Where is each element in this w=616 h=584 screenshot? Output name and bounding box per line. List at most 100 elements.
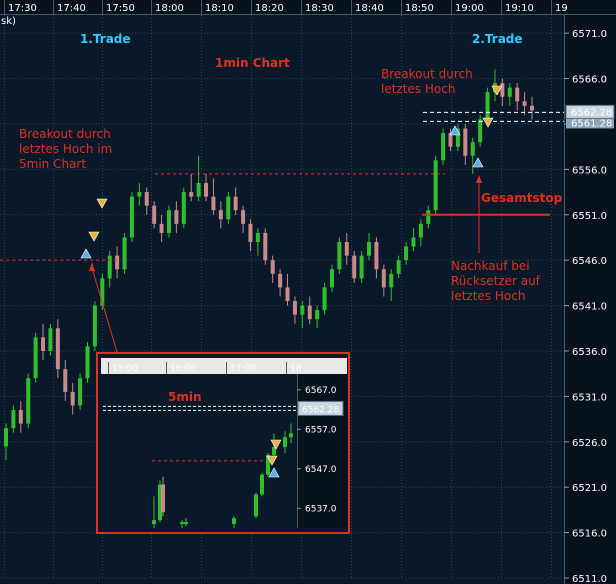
candle-body xyxy=(152,520,156,525)
candle-body xyxy=(174,210,179,224)
candle xyxy=(381,264,386,297)
candle xyxy=(418,219,423,247)
price-tick-label: 6536.0 xyxy=(572,347,607,358)
candle xyxy=(189,173,194,202)
candle-body xyxy=(285,287,290,302)
candle-body xyxy=(92,305,97,347)
inset-window-bar xyxy=(101,358,347,374)
inset-candle xyxy=(158,480,162,523)
candle xyxy=(359,251,364,283)
candle xyxy=(166,205,171,238)
arrow-head xyxy=(476,175,482,183)
candle xyxy=(255,228,260,256)
candle-body xyxy=(426,210,431,224)
candle-body xyxy=(241,210,246,224)
candle-body xyxy=(184,522,188,525)
candle xyxy=(470,137,475,174)
candle-body xyxy=(115,255,120,270)
candle xyxy=(78,373,83,411)
inset-candle xyxy=(283,431,287,453)
sell-marker xyxy=(266,455,278,466)
price-tick-label: 6541.0 xyxy=(572,302,607,313)
candle xyxy=(411,228,416,252)
candle xyxy=(55,319,60,379)
breakout-5min-note: letztes Hoch im xyxy=(19,142,112,156)
inset-title: 5min xyxy=(168,390,202,404)
candle xyxy=(292,296,297,324)
inset-time-tick-label: 16:00 xyxy=(170,364,196,374)
candle-body xyxy=(144,192,149,206)
candle-body xyxy=(226,196,231,220)
candle xyxy=(248,219,253,252)
candle-body xyxy=(522,101,527,106)
candle-body xyxy=(63,369,68,392)
candle-body xyxy=(218,210,223,220)
buy-marker xyxy=(80,248,92,259)
candle-body xyxy=(85,346,90,379)
candle-body xyxy=(344,242,349,256)
candle xyxy=(122,232,127,274)
candle-body xyxy=(515,87,520,102)
candle xyxy=(41,323,46,361)
sell-marker xyxy=(96,198,108,209)
price-tick-label: 6551.0 xyxy=(572,211,607,222)
inset-price-tick-label: 6537.0 xyxy=(305,504,337,514)
current-price-label: 6562.28 xyxy=(571,107,612,118)
candle xyxy=(463,123,468,165)
arrow-head xyxy=(89,262,95,271)
candle xyxy=(270,255,275,283)
candle xyxy=(337,237,342,274)
inset-candle xyxy=(260,472,264,497)
breakout-5min-note: 5min Chart xyxy=(19,157,86,171)
candle-body xyxy=(307,305,312,320)
candle-body xyxy=(272,447,276,455)
candle-body xyxy=(159,223,164,233)
candle-body xyxy=(300,305,305,315)
candle xyxy=(11,405,16,433)
candle xyxy=(129,192,134,243)
sell-marker xyxy=(88,231,100,242)
candle-body xyxy=(4,428,8,447)
candle-body xyxy=(478,119,483,143)
candle xyxy=(226,192,231,224)
time-tick-label: 18:40 xyxy=(355,3,384,14)
candle xyxy=(107,251,112,288)
nachkauf-note: Nachkauf bei xyxy=(451,259,530,273)
inset-frame xyxy=(96,352,350,534)
candle-body xyxy=(189,192,194,197)
candle xyxy=(367,232,372,261)
candle-body xyxy=(181,192,186,224)
candle xyxy=(33,332,38,383)
inset-time-tick-label: 15:00 xyxy=(112,364,138,374)
candle-body xyxy=(485,92,490,120)
inset-candle xyxy=(254,492,258,519)
inset-candle xyxy=(184,518,188,527)
candle xyxy=(441,128,446,165)
candle xyxy=(241,205,246,233)
candle-body xyxy=(292,301,297,315)
candle xyxy=(515,83,520,111)
price-tick-label: 6556.0 xyxy=(572,165,607,176)
candle-body xyxy=(530,105,534,111)
secondary-price-box xyxy=(566,116,614,129)
candle-body xyxy=(441,133,446,161)
candle-body xyxy=(433,160,438,211)
gesamtstop-label: Gesamtstop xyxy=(481,191,563,205)
candle xyxy=(63,360,68,401)
candle xyxy=(48,323,53,356)
candle xyxy=(374,237,379,279)
inset-candle xyxy=(289,423,293,444)
inset-candle xyxy=(232,516,236,528)
candle xyxy=(218,201,223,229)
inset-candle xyxy=(161,476,165,517)
candle-body xyxy=(211,196,216,211)
inset-candle xyxy=(152,496,156,528)
candle xyxy=(507,83,512,106)
inset-price-label: 6562.28 xyxy=(302,405,339,415)
candle-body xyxy=(359,255,364,279)
breakout-5min-note: Breakout durch xyxy=(19,127,111,141)
candle xyxy=(329,264,334,292)
candle xyxy=(300,301,305,329)
candle xyxy=(389,269,394,302)
candle-body xyxy=(260,474,264,495)
